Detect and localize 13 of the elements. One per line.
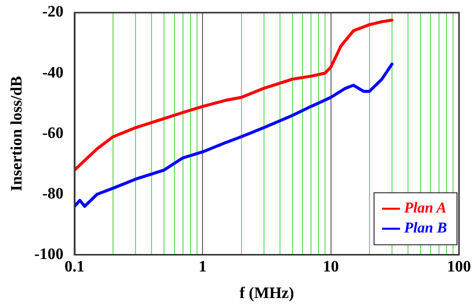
- y-tick-label: -60: [42, 124, 64, 142]
- y-tick-label: -100: [34, 246, 64, 263]
- x-tick-label: 100: [447, 258, 471, 276]
- y-axis-title: Insertion loss/dB: [8, 76, 26, 192]
- y-tick-label: -80: [42, 185, 64, 202]
- x-tick-label: 1: [198, 258, 207, 276]
- x-tick-label: 0.1: [64, 258, 85, 276]
- x-tick-label: 10: [322, 258, 339, 276]
- legend-label: Plan B: [404, 220, 448, 237]
- y-tick-label: -40: [42, 64, 64, 82]
- y-tick-label: -20: [42, 4, 64, 21]
- x-axis-title: f (MHz): [239, 285, 294, 302]
- legend-label: Plan A: [404, 200, 446, 217]
